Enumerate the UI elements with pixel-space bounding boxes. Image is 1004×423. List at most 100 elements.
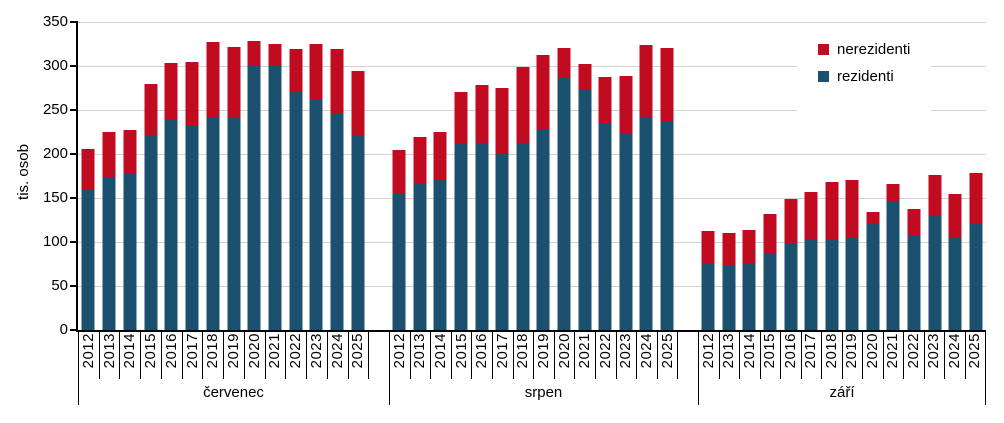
bar-segment-rezidenti bbox=[907, 234, 921, 330]
bar-group-srpen bbox=[389, 22, 698, 330]
group-boundary-line bbox=[985, 331, 986, 405]
stacked-bar-srpen-2012 bbox=[392, 149, 406, 330]
bar-segment-nerezidenti bbox=[598, 76, 612, 124]
bar-segment-nerezidenti bbox=[185, 61, 199, 126]
bar-segment-rezidenti bbox=[516, 143, 530, 330]
year-label: 2025 bbox=[966, 333, 984, 369]
bar-segment-rezidenti bbox=[123, 173, 137, 330]
bar-segment-nerezidenti bbox=[351, 71, 365, 135]
year-label-cell: 2015 bbox=[450, 331, 472, 379]
year-label-cell: 2022 bbox=[903, 331, 924, 379]
year-label: 2022 bbox=[287, 333, 305, 369]
year-label: 2023 bbox=[617, 333, 635, 369]
year-label-cell: 2021 bbox=[264, 331, 286, 379]
stacked-bar-srpen-2013 bbox=[413, 137, 427, 330]
bar-segment-rezidenti bbox=[619, 132, 633, 330]
year-label: 2014 bbox=[740, 333, 758, 369]
bar-slot bbox=[821, 22, 842, 330]
y-axis-tick-label: 150 bbox=[42, 189, 68, 206]
year-label-cell: 2013 bbox=[98, 331, 120, 379]
stacked-bar-červenec-2022 bbox=[289, 49, 303, 330]
bar-slot bbox=[202, 22, 223, 330]
stacked-bar-září-2018 bbox=[825, 182, 839, 330]
bar-segment-rezidenti bbox=[784, 242, 798, 330]
stacked-bar-září-2023 bbox=[928, 175, 942, 330]
bar-slot bbox=[119, 22, 140, 330]
year-label-cell: 2024 bbox=[636, 331, 657, 379]
year-label: 2015 bbox=[142, 333, 160, 369]
stacked-bar-červenec-2025 bbox=[351, 71, 365, 330]
stacked-bar-srpen-2024 bbox=[639, 44, 653, 330]
y-axis-line bbox=[76, 21, 78, 332]
bar-segment-rezidenti bbox=[81, 190, 95, 330]
year-label: 2015 bbox=[761, 333, 779, 369]
bar-segment-nerezidenti bbox=[866, 212, 880, 225]
bar-segment-nerezidenti bbox=[164, 63, 178, 120]
stacked-bar-srpen-2018 bbox=[516, 66, 530, 330]
bar-segment-rezidenti bbox=[454, 144, 468, 330]
year-label: 2025 bbox=[349, 333, 367, 369]
year-label: 2012 bbox=[699, 333, 717, 369]
bar-segment-nerezidenti bbox=[557, 48, 571, 79]
year-label-cell: 2019 bbox=[841, 331, 863, 379]
bar-slot bbox=[161, 22, 182, 330]
bar-segment-rezidenti bbox=[475, 143, 489, 330]
year-label: 2025 bbox=[658, 333, 676, 369]
gridline bbox=[78, 22, 986, 23]
bar-segment-nerezidenti bbox=[578, 64, 592, 90]
bar-segment-nerezidenti bbox=[206, 42, 220, 118]
bar-slot bbox=[739, 22, 760, 330]
stacked-bar-září-2016 bbox=[784, 198, 798, 330]
year-label: 2020 bbox=[863, 333, 881, 369]
year-label-row: 2012 2013 2014 2015 2016 2017 2018 2019 2020 2021… bbox=[389, 331, 698, 379]
year-label-cell: 2013 bbox=[718, 331, 740, 379]
year-label-cell: 2014 bbox=[739, 331, 760, 379]
y-axis-tick-label: 300 bbox=[42, 57, 68, 74]
year-label-cell: 2018 bbox=[821, 331, 842, 379]
year-label: 2019 bbox=[534, 333, 552, 369]
bar-slot bbox=[182, 22, 203, 330]
gridline bbox=[78, 242, 986, 243]
year-label: 2012 bbox=[79, 333, 97, 369]
year-label-cell: 2024 bbox=[326, 331, 348, 379]
bar-slot bbox=[595, 22, 616, 330]
bar-segment-nerezidenti bbox=[536, 55, 550, 130]
year-label: 2016 bbox=[781, 333, 799, 369]
y-axis-tick-label: 100 bbox=[42, 233, 68, 250]
y-axis-title: tis. osob bbox=[15, 144, 32, 200]
bar-slot bbox=[801, 22, 822, 330]
stacked-bar-červenec-2018 bbox=[206, 42, 220, 330]
bar-segment-rezidenti bbox=[206, 117, 220, 330]
stacked-bar-srpen-2025 bbox=[660, 48, 674, 330]
gridline bbox=[78, 286, 986, 287]
bar-slot bbox=[904, 22, 925, 330]
y-axis-tick bbox=[70, 153, 76, 155]
year-label-cell: 2016 bbox=[471, 331, 492, 379]
bar-slot bbox=[348, 22, 369, 330]
y-axis-tick bbox=[70, 109, 76, 111]
bar-slot bbox=[223, 22, 244, 330]
bar-segment-rezidenti bbox=[804, 239, 818, 330]
year-label: 2013 bbox=[411, 333, 429, 369]
bar-segment-rezidenti bbox=[289, 91, 303, 330]
year-label: 2013 bbox=[720, 333, 738, 369]
group-label-červenec: červenec bbox=[203, 384, 264, 401]
bar-slot bbox=[492, 22, 513, 330]
stacked-bar-červenec-2023 bbox=[309, 44, 323, 330]
bar-segment-rezidenti bbox=[392, 193, 406, 330]
bar-segment-nerezidenti bbox=[454, 91, 468, 145]
year-label: 2017 bbox=[802, 333, 820, 369]
stacked-bar-červenec-2014 bbox=[123, 130, 137, 330]
y-axis-tick-label: 0 bbox=[59, 321, 68, 338]
bar-segment-nerezidenti bbox=[475, 85, 489, 144]
bar-slot bbox=[966, 22, 987, 330]
year-label: 2018 bbox=[514, 333, 532, 369]
bar-segment-nerezidenti bbox=[102, 132, 116, 177]
year-label-cell: 2014 bbox=[119, 331, 140, 379]
bar-slot bbox=[99, 22, 120, 330]
year-label-cell: 2014 bbox=[430, 331, 451, 379]
bar-segment-nerezidenti bbox=[701, 231, 715, 264]
bar-segment-rezidenti bbox=[825, 240, 839, 330]
stacked-bar-září-2024 bbox=[948, 193, 962, 330]
y-axis-tick-label: 50 bbox=[51, 277, 68, 294]
